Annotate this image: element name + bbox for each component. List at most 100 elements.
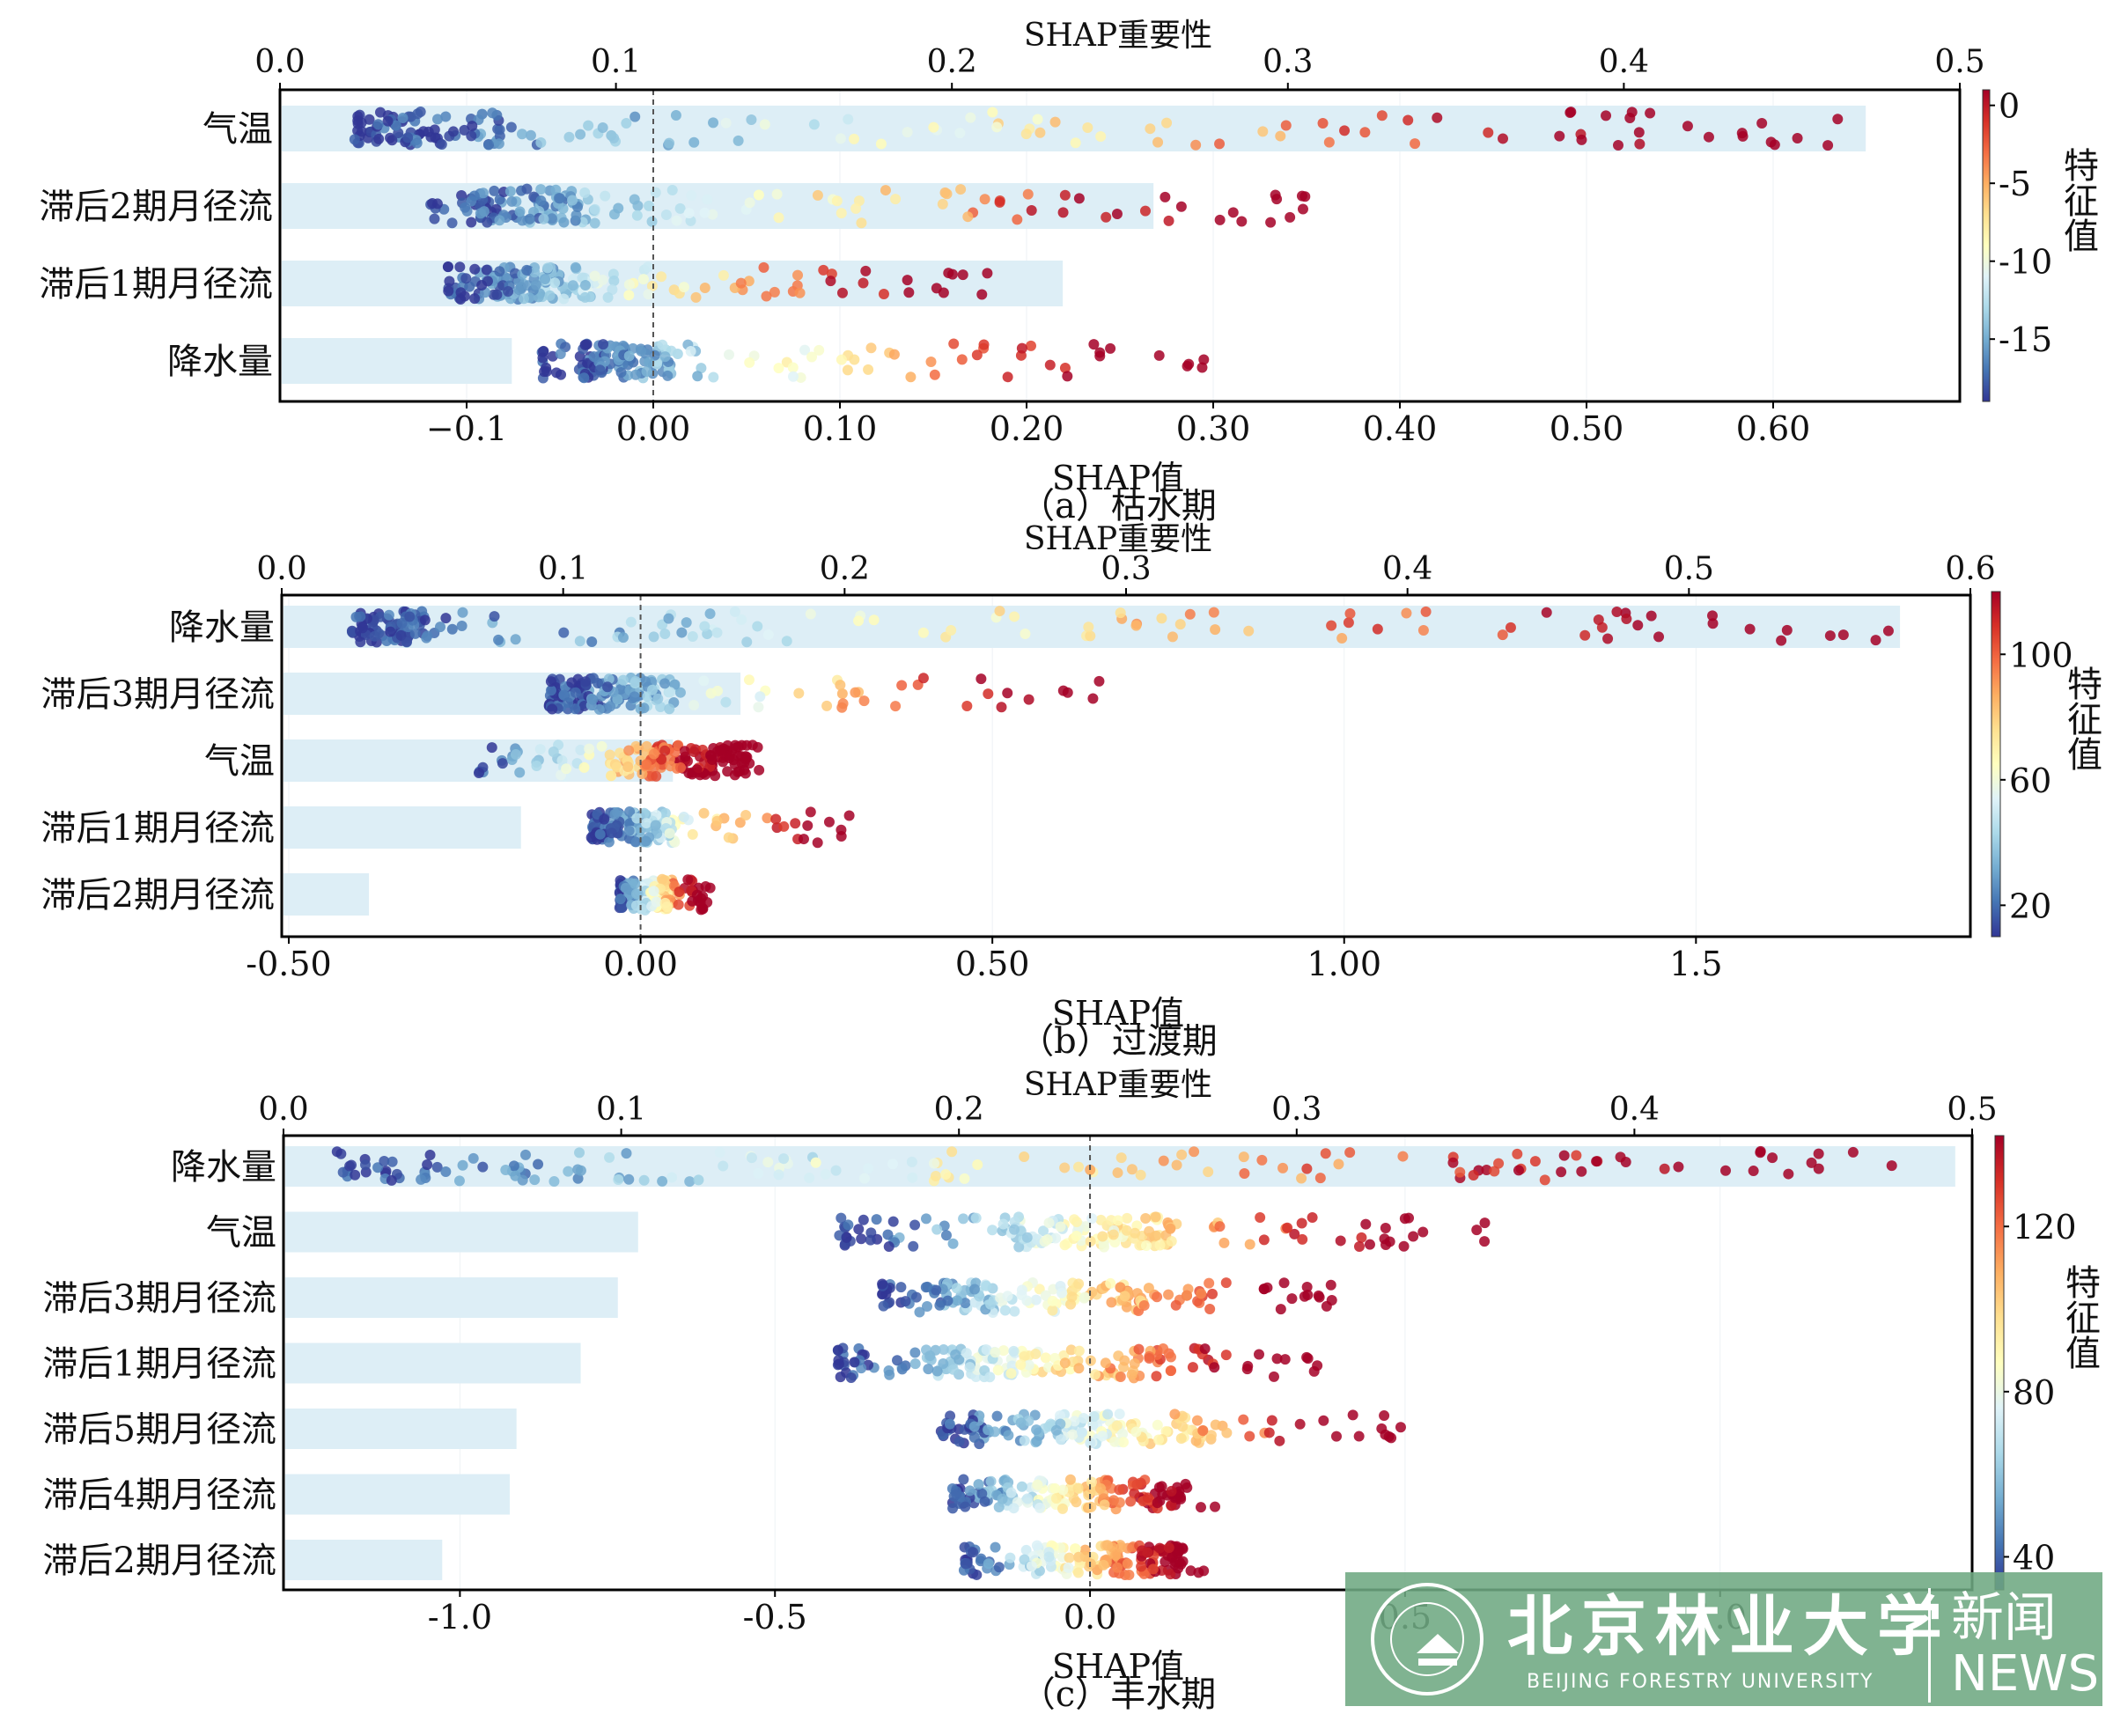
shap-point <box>360 1159 372 1171</box>
shap-point <box>942 1295 953 1306</box>
shap-point <box>422 630 433 642</box>
shap-point <box>467 121 478 132</box>
shap-point <box>381 636 393 647</box>
colorbar-tick-label: 20 <box>2009 886 2051 925</box>
shap-point <box>931 283 942 294</box>
shap-point <box>836 688 848 699</box>
shap-point <box>850 687 861 698</box>
shap-point <box>379 1155 390 1166</box>
shap-point <box>1325 1279 1336 1291</box>
shap-point <box>659 351 671 363</box>
shap-point <box>1554 130 1565 142</box>
colorbar-tick-label: 100 <box>2009 636 2073 674</box>
shap-point <box>459 291 470 302</box>
shap-point <box>648 748 659 760</box>
shap-point <box>1032 114 1043 125</box>
shap-point <box>1720 1165 1732 1176</box>
shap-point <box>836 1212 847 1224</box>
shap-point <box>1023 1359 1034 1371</box>
shap-point <box>631 813 643 824</box>
shap-point <box>1095 131 1107 143</box>
shap-point <box>823 816 835 828</box>
shap-point <box>978 339 990 350</box>
shap-point <box>1026 205 1037 217</box>
shap-point <box>991 1410 1003 1422</box>
shap-point <box>686 189 697 201</box>
colorbar-tick-label: 120 <box>2013 1208 2077 1247</box>
shap-point <box>1025 340 1036 351</box>
shap-point <box>1072 1482 1084 1494</box>
shap-point <box>993 1562 1005 1573</box>
shap-point <box>1073 1551 1085 1563</box>
shap-point <box>1268 1371 1279 1382</box>
shap-point <box>735 277 747 289</box>
shap-point <box>1072 1567 1084 1578</box>
shap-point <box>1012 214 1023 225</box>
shap-point <box>1326 620 1337 631</box>
shap-point <box>1277 1162 1289 1173</box>
shap-point <box>1824 630 1836 642</box>
shap-point <box>1307 1212 1318 1224</box>
shap-point <box>594 828 606 840</box>
shap-point <box>483 139 495 151</box>
shap-point <box>1182 1482 1193 1493</box>
shap-point <box>561 763 572 775</box>
shap-point <box>1108 1495 1119 1506</box>
shap-point <box>1565 107 1577 118</box>
shap-point <box>629 878 641 889</box>
shap-point <box>579 291 591 303</box>
shap-point <box>820 1168 831 1180</box>
shap-point <box>698 675 710 687</box>
shap-point <box>787 362 799 373</box>
shap-point <box>1145 123 1156 135</box>
shap-point <box>356 117 367 129</box>
shap-point <box>1403 114 1414 126</box>
shap-point <box>746 114 757 126</box>
shap-point <box>1296 1173 1307 1184</box>
shap-point <box>477 1161 489 1173</box>
top-tick-label: 0.6 <box>1945 551 1995 587</box>
shap-point <box>1073 1345 1085 1357</box>
shap-point <box>382 115 394 127</box>
shap-point <box>518 293 529 305</box>
shap-point <box>579 187 591 198</box>
x-tick-label: 0.50 <box>1550 409 1624 448</box>
shap-point <box>1275 1304 1286 1315</box>
shap-point <box>832 1344 843 1356</box>
shap-point <box>1176 1149 1188 1160</box>
shap-point <box>1152 136 1164 148</box>
shap-point <box>468 190 480 202</box>
shap-point <box>976 289 988 300</box>
shap-point <box>858 695 870 707</box>
shap-point <box>808 119 820 130</box>
shap-point <box>1320 1148 1331 1159</box>
shap-point <box>1323 136 1335 148</box>
shap-point <box>1870 635 1881 646</box>
shap-point <box>770 813 782 825</box>
shap-point <box>1163 215 1174 226</box>
shap-point <box>659 678 671 689</box>
shap-point <box>843 114 854 125</box>
shap-point <box>1344 608 1356 620</box>
shap-point <box>574 1147 585 1159</box>
shap-point <box>401 636 412 647</box>
shap-point <box>1296 190 1307 202</box>
shap-point <box>1043 1217 1055 1229</box>
shap-point <box>959 1173 970 1184</box>
shap-point <box>1379 1410 1390 1422</box>
shap-point <box>1087 693 1099 704</box>
shap-point <box>976 673 987 685</box>
shap-point <box>608 276 620 287</box>
shap-point <box>567 195 578 206</box>
shap-point <box>547 703 558 715</box>
shap-point <box>556 754 568 766</box>
top-tick-label: 0.2 <box>927 44 977 80</box>
top-tick-label: 0.2 <box>820 551 870 587</box>
shap-point <box>1057 207 1069 218</box>
shap-point <box>503 285 514 297</box>
shap-point <box>883 1241 895 1253</box>
shap-point <box>1171 1159 1182 1171</box>
shap-point <box>1214 214 1226 225</box>
panel-caption: （a）枯水期 <box>1020 486 1217 526</box>
shap-point <box>850 202 862 214</box>
